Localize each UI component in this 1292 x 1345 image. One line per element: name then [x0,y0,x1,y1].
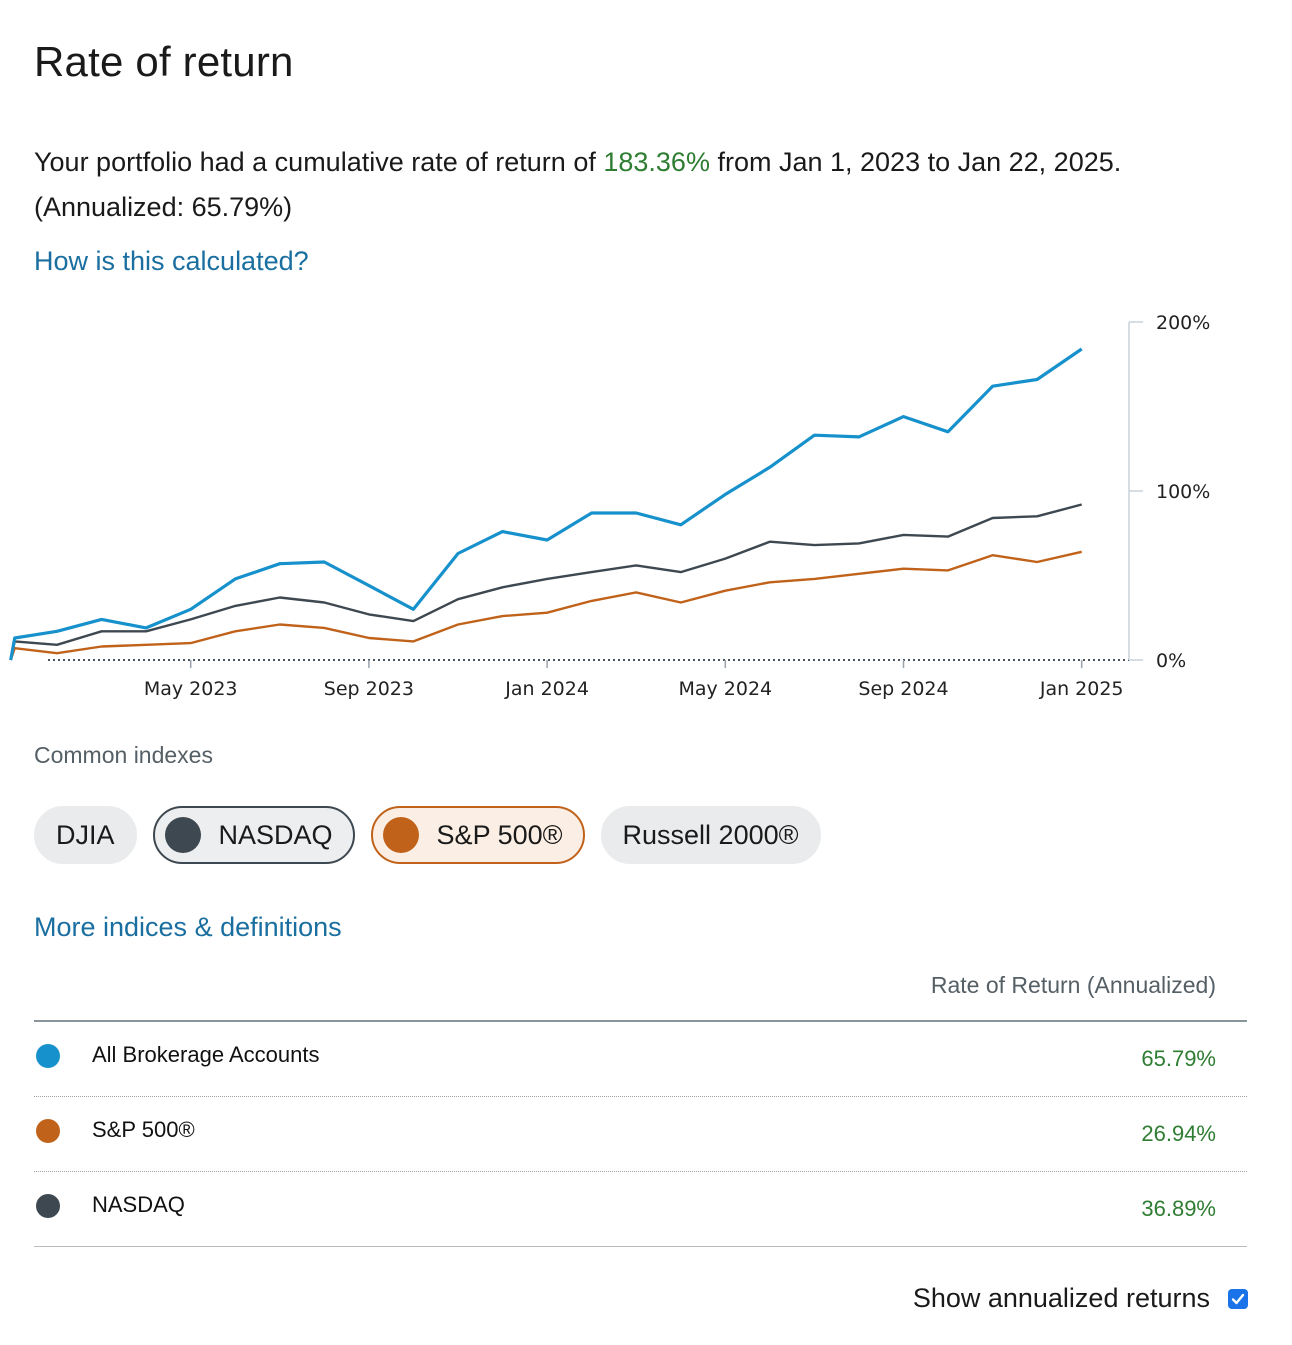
annualized-checkbox[interactable] [1228,1288,1248,1309]
chip-djia[interactable]: DJIA [34,806,137,864]
x-tick-label: May 2023 [144,678,238,700]
annualized-toggle-label: Show annualized returns [912,1283,1210,1313]
legend-dot-icon [36,1044,60,1068]
table-row: NASDAQ 36.89% [34,1172,1247,1247]
chip-label: DJIA [56,819,115,850]
y-tick-label: 100% [1156,481,1210,503]
row-value: 26.94% [1141,1121,1216,1146]
annualized-return-text: (Annualized: 65.79%) [34,192,293,222]
return-summary: Your portfolio had a cumulative rate of … [34,140,1264,230]
row-value: 36.89% [1141,1196,1216,1221]
chip-label: Russell 2000® [622,819,799,850]
series-line-s-p-500- [9,550,1082,661]
row-value: 65.79% [1141,1046,1216,1071]
cumulative-return-value: 183.36% [603,147,710,177]
y-tick-label: 0% [1156,650,1186,672]
x-tick-label: Sep 2023 [324,678,414,700]
chip-nasdaq[interactable]: NASDAQ [152,806,355,864]
table-row: All Brokerage Accounts 65.79% [34,1022,1247,1097]
x-tick-label: Jan 2025 [1039,678,1124,700]
table-header-rate-of-return: Rate of Return (Annualized) [930,972,1216,998]
legend-dot-icon [36,1194,60,1218]
common-indexes-label: Common indexes [34,742,213,768]
table-row: S&P 500® 26.94% [34,1097,1247,1172]
y-tick-label: 200% [1156,312,1210,334]
series-line-all-brokerage-accounts [9,347,1083,661]
check-icon [1231,1293,1245,1304]
row-name: NASDAQ [92,1192,185,1217]
summary-prefix: Your portfolio had a cumulative rate of … [34,147,596,177]
x-tick-label: May 2024 [678,678,772,700]
chip-sp500[interactable]: S&P 500® [370,806,585,864]
page-title: Rate of return [34,38,294,85]
x-tick-label: Sep 2024 [858,678,948,700]
rate-of-return-chart: 200% 100% 0% May 2023 Sep 2023 Jan 2024 May 20… [9,312,1210,700]
annualized-toggle: Show annualized returns [913,1283,1248,1314]
chip-label: S&P 500® [436,819,563,850]
sp500-color-dot [382,817,419,853]
returns-table: All Brokerage Accounts 65.79% S&P 500® 2… [34,1020,1247,1247]
row-name: All Brokerage Accounts [92,1042,320,1067]
nasdaq-color-dot [164,817,201,853]
chip-russell-2000[interactable]: Russell 2000® [600,806,821,864]
row-name: S&P 500® [92,1117,195,1142]
how-calculated-link[interactable]: How is this calculated? [34,246,309,276]
legend-dot-icon [36,1119,60,1143]
index-chip-group: DJIA NASDAQ S&P 500® Russell 2000® [34,806,821,864]
summary-suffix: from Jan 1, 2023 to Jan 22, 2025. [717,147,1122,177]
x-tick-label: Jan 2024 [504,678,589,700]
series-line-nasdaq [9,503,1083,661]
more-indices-link[interactable]: More indices & definitions [34,912,342,942]
chip-label: NASDAQ [218,819,333,850]
